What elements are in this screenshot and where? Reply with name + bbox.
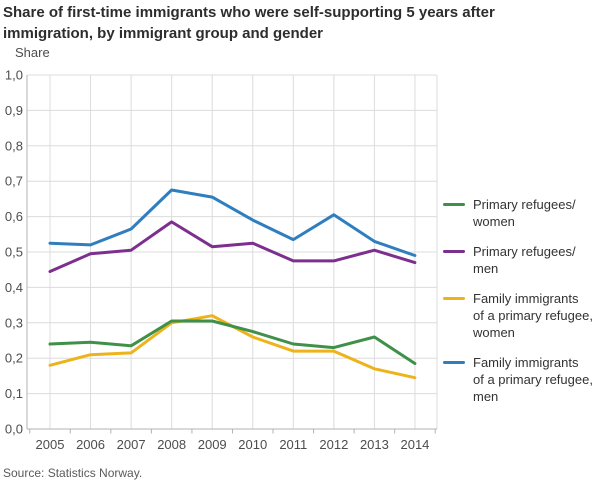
- y-tick-label: 0,0: [5, 422, 23, 437]
- legend-line-swatch-green: [443, 203, 465, 206]
- legend-label: Primary refugees/ women: [473, 197, 576, 229]
- x-tick-label: 2009: [198, 437, 227, 452]
- source-note: Source: Statistics Norway.: [3, 466, 143, 480]
- x-tick-label: 2011: [279, 437, 307, 452]
- x-tick-label: 2012: [319, 437, 348, 452]
- legend-item-primary-refugees-women: Primary refugees/ women: [443, 196, 609, 230]
- series-line-primary-refugees-women: [48, 319, 417, 365]
- y-tick-label: 0,2: [5, 351, 23, 366]
- legend-item-family-immigrants-women: Family immigrants of a primary refugee, …: [443, 290, 609, 341]
- legend-label: Family immigrants of a primary refugee, …: [473, 291, 593, 340]
- x-tick-label: 2006: [76, 437, 105, 452]
- y-axis-title: Share: [15, 45, 50, 60]
- series-line-primary-refugees-men: [48, 220, 417, 273]
- y-tick-label: 0,3: [5, 315, 23, 330]
- legend-item-primary-refugees-men: Primary refugees/ men: [443, 243, 609, 277]
- y-tick-label: 0,7: [5, 174, 23, 189]
- y-tick-label: 0,4: [5, 280, 23, 295]
- y-tick-label: 0,6: [5, 209, 23, 224]
- series-line-family-immigrants-of-a-primary-refugee-men: [48, 188, 417, 257]
- legend-label: Primary refugees/ men: [473, 244, 576, 276]
- y-tick-label: 0,8: [5, 138, 23, 153]
- x-tick-label: 2007: [117, 437, 146, 452]
- chart-title: Share of first-time immigrants who were …: [3, 4, 495, 42]
- y-tick-label: 0,1: [5, 386, 23, 401]
- legend-line-swatch-purple: [443, 250, 465, 253]
- y-tick-label: 0,9: [5, 103, 23, 118]
- y-tick-label: 0,5: [5, 245, 23, 260]
- y-tick-label: 1,0: [5, 68, 23, 83]
- legend-label: Family immigrants of a primary refugee, …: [473, 355, 593, 404]
- line-chart: 0,0 0,1 0,2 0,3 0,4 0,5 0,6 0,7 0,8 0,9 1,0 2005 200…: [5, 45, 438, 452]
- legend-item-family-immigrants-men: Family immigrants of a primary refugee, …: [443, 354, 609, 405]
- x-tick-label: 2008: [157, 437, 186, 452]
- x-tick-label: 2013: [360, 437, 389, 452]
- legend: Primary refugees/ women Primary refugees…: [443, 196, 609, 405]
- legend-line-swatch-blue: [443, 361, 465, 364]
- x-tick-label: 2014: [400, 437, 429, 452]
- legend-line-swatch-orange: [443, 297, 465, 300]
- x-tick-label: 2010: [238, 437, 267, 452]
- x-tick-label: 2005: [36, 437, 65, 452]
